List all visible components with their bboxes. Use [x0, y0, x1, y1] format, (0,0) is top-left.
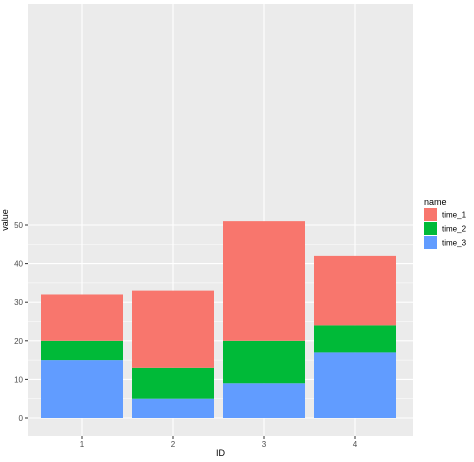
bar-segment-time_2-id-3: [223, 340, 305, 384]
bar-segment-time_3-id-1: [41, 360, 123, 418]
x-tick-label: 2: [171, 440, 176, 449]
legend-title: name: [424, 197, 447, 207]
legend-key-time_3: [424, 236, 437, 249]
y-tick-label: 0: [19, 414, 24, 423]
bar-segment-time_3-id-2: [132, 398, 214, 418]
bars: [41, 221, 396, 418]
bar-segment-time_3-id-4: [314, 352, 396, 418]
bar-segment-time_2-id-4: [314, 325, 396, 353]
y-tick-label: 30: [14, 298, 23, 307]
legend-label-time_2: time_2: [442, 225, 467, 234]
y-tick-label: 40: [14, 260, 23, 269]
legend-label-time_1: time_1: [442, 211, 467, 220]
legend-label-time_3: time_3: [442, 239, 467, 248]
x-axis: 1 2 3 4: [80, 436, 358, 449]
y-tick-label: 50: [14, 221, 23, 230]
bar-segment-time_2-id-2: [132, 367, 214, 399]
bar-segment-time_1-id-2: [132, 290, 214, 368]
x-tick-label: 1: [80, 440, 85, 449]
x-axis-title: ID: [216, 448, 226, 458]
y-axis: 0 10 20 30 40 50: [14, 221, 28, 423]
bar-segment-time_3-id-3: [223, 383, 305, 418]
y-tick-label: 10: [14, 375, 23, 384]
bar-segment-time_1-id-3: [223, 221, 305, 341]
legend: name time_1 time_2 time_3: [424, 197, 467, 249]
bar-segment-time_2-id-1: [41, 340, 123, 361]
y-axis-title: value: [0, 209, 10, 231]
x-tick-label: 3: [262, 440, 267, 449]
bar-segment-time_1-id-1: [41, 294, 123, 341]
legend-key-time_1: [424, 208, 437, 221]
x-tick-label: 4: [353, 440, 358, 449]
y-tick-label: 20: [14, 337, 23, 346]
legend-key-time_2: [424, 222, 437, 235]
bar-segment-time_1-id-4: [314, 255, 396, 326]
